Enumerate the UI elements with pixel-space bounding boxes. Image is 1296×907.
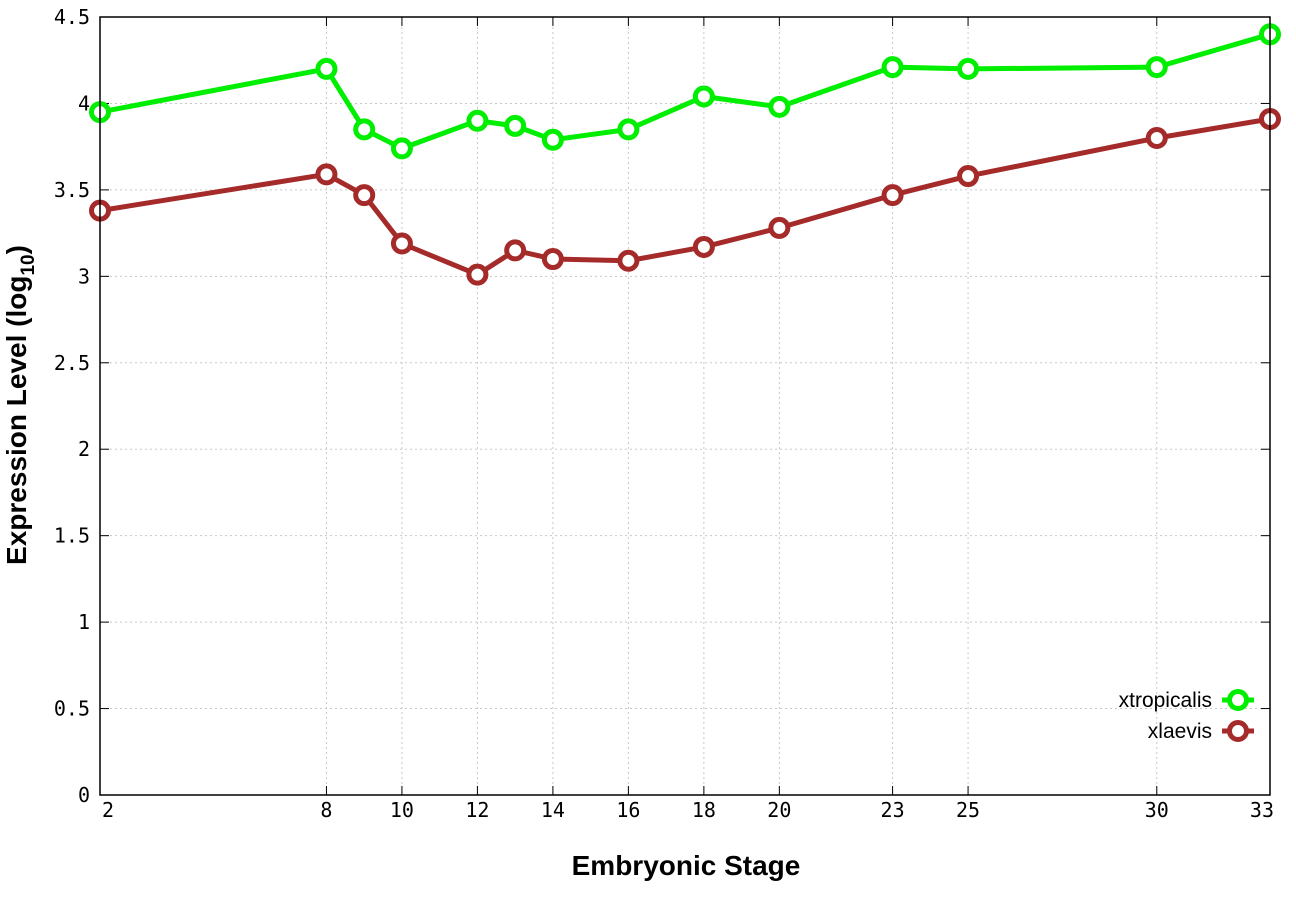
legend-item-xlaevis: xlaevis (1148, 720, 1254, 743)
x-tick-label: 16 (616, 798, 640, 822)
data-point-xtropicalis (957, 57, 980, 80)
data-point-xlaevis (692, 235, 715, 258)
x-tick-label: 2 (102, 798, 114, 822)
y-tick-label: 2 (78, 437, 90, 461)
y-tick-label: 0.5 (54, 697, 90, 721)
x-tick-label: 14 (541, 798, 565, 822)
x-tick-label: 30 (1145, 798, 1169, 822)
data-point-xlaevis (353, 184, 376, 207)
x-tick-label: 20 (767, 798, 791, 822)
data-point-xtropicalis (315, 57, 338, 80)
data-point-xtropicalis (390, 137, 413, 160)
data-point-xlaevis (504, 239, 527, 262)
tick-labels: 0 0.5 1 1.5 2 2.5 3 3.5 4 4.5 2 8 10 12 14 16 18 20 23 25 30… (54, 5, 1274, 822)
data-point-xlaevis (617, 249, 640, 272)
data-point-xlaevis (1145, 127, 1168, 150)
data-point-xlaevis (315, 163, 338, 186)
y-axis-title: Expression Level (log10) (1, 245, 39, 565)
y-tick-label: 0 (78, 783, 90, 807)
legend-swatch-marker (1227, 720, 1249, 742)
data-point-xlaevis (466, 263, 489, 286)
legend-swatch-marker (1227, 689, 1249, 711)
x-tick-label: 18 (692, 798, 716, 822)
data-point-xtropicalis (1145, 56, 1168, 79)
axis-ticks (99, 16, 1271, 796)
x-tick-label: 8 (320, 798, 332, 822)
series-line-xtropicalis (99, 31, 1271, 151)
data-point-xtropicalis (504, 114, 527, 137)
y-tick-label: 4 (78, 91, 90, 115)
x-tick-label: 33 (1250, 798, 1274, 822)
x-axis-title: Embryonic Stage (572, 850, 801, 881)
y-tick-label: 3 (78, 264, 90, 288)
data-point-xtropicalis (541, 128, 564, 151)
y-tick-label: 3.5 (54, 178, 90, 202)
data-point-xtropicalis (692, 85, 715, 108)
y-tick-label: 2.5 (54, 351, 90, 375)
data-point-xtropicalis (466, 109, 489, 132)
legend-label: xlaevis (1148, 720, 1212, 743)
data-point-xtropicalis (881, 56, 904, 79)
x-tick-label: 25 (956, 798, 980, 822)
data-point-xtropicalis (617, 118, 640, 141)
data-point-xtropicalis (353, 118, 376, 141)
data-point-xlaevis (390, 232, 413, 255)
data-point-xlaevis (957, 165, 980, 188)
plot-area-frame (99, 16, 1271, 796)
legend-item-xtropicalis: xtropicalis (1119, 689, 1254, 712)
x-tick-label: 12 (465, 798, 489, 822)
y-tick-label: 1 (78, 610, 90, 634)
series-line-xlaevis (99, 116, 1271, 278)
data-point-xlaevis (541, 248, 564, 271)
y-tick-label: 4.5 (54, 5, 90, 29)
y-tick-label: 1.5 (54, 524, 90, 548)
series-lines (89, 23, 1281, 286)
y-axis-title-main: Expression Level (log (1, 276, 32, 565)
series-xlaevis (89, 108, 1281, 286)
legend-label: xtropicalis (1119, 689, 1212, 712)
data-point-xlaevis (768, 216, 791, 239)
y-axis-title-close: ) (1, 245, 32, 254)
data-point-xlaevis (881, 184, 904, 207)
x-tick-label: 23 (881, 798, 905, 822)
y-axis-title-subscript: 10 (18, 254, 39, 275)
x-tick-label: 10 (390, 798, 414, 822)
legend: xtropicalis xlaevis (1119, 689, 1254, 743)
grid-lines (100, 17, 1270, 795)
series-xtropicalis (89, 23, 1281, 160)
data-point-xtropicalis (768, 95, 791, 118)
